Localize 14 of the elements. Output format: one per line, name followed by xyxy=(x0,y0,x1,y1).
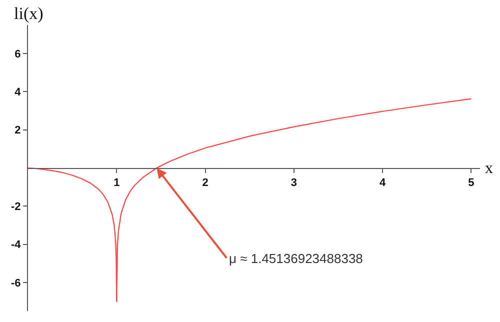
y-tick-label: -2 xyxy=(11,200,21,213)
x-tick-label: 2 xyxy=(202,177,208,190)
x-axis-title: x xyxy=(485,160,493,177)
y-tick-label: 2 xyxy=(14,124,21,137)
x-tick-label: 4 xyxy=(379,177,386,190)
annotation: μ ≈ 1.45136923488338 xyxy=(229,251,363,266)
y-axis-title: li(x) xyxy=(14,4,44,23)
x-tick-label: 1 xyxy=(114,177,120,190)
y-tick-label: -6 xyxy=(11,277,21,290)
y-tick-label: 4 xyxy=(14,86,22,99)
x-tick-label: 3 xyxy=(290,177,297,190)
y-tick-label: -4 xyxy=(11,239,22,252)
x-tick-label: 5 xyxy=(468,177,474,190)
y-tick-label: 6 xyxy=(14,48,21,60)
